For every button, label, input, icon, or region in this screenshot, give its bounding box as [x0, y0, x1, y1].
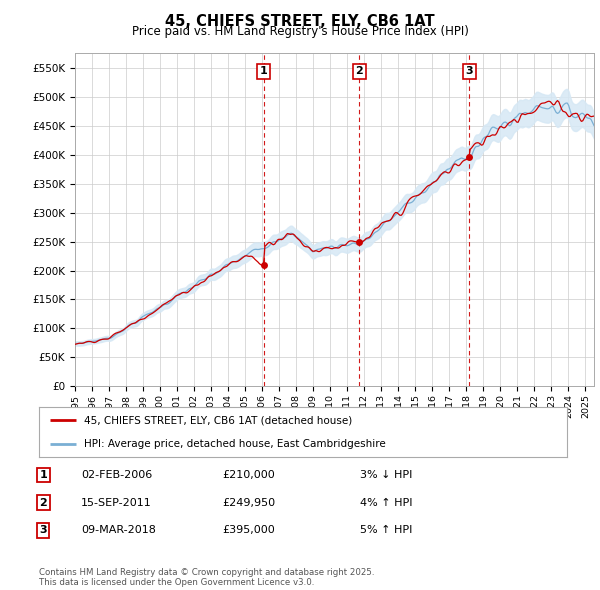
Text: Contains HM Land Registry data © Crown copyright and database right 2025.
This d: Contains HM Land Registry data © Crown c…	[39, 568, 374, 587]
Text: 5% ↑ HPI: 5% ↑ HPI	[360, 526, 412, 535]
Text: £210,000: £210,000	[222, 470, 275, 480]
Text: 3: 3	[40, 526, 47, 535]
Text: £395,000: £395,000	[222, 526, 275, 535]
Text: HPI: Average price, detached house, East Cambridgeshire: HPI: Average price, detached house, East…	[84, 439, 386, 449]
Text: 4% ↑ HPI: 4% ↑ HPI	[360, 498, 413, 507]
Text: Price paid vs. HM Land Registry's House Price Index (HPI): Price paid vs. HM Land Registry's House …	[131, 25, 469, 38]
Text: 45, CHIEFS STREET, ELY, CB6 1AT: 45, CHIEFS STREET, ELY, CB6 1AT	[165, 14, 435, 28]
Text: 2: 2	[40, 498, 47, 507]
Text: 09-MAR-2018: 09-MAR-2018	[81, 526, 156, 535]
Text: 2: 2	[355, 67, 363, 77]
Text: £249,950: £249,950	[222, 498, 275, 507]
Text: 45, CHIEFS STREET, ELY, CB6 1AT (detached house): 45, CHIEFS STREET, ELY, CB6 1AT (detache…	[84, 415, 352, 425]
Text: 3% ↓ HPI: 3% ↓ HPI	[360, 470, 412, 480]
Text: 02-FEB-2006: 02-FEB-2006	[81, 470, 152, 480]
Text: 15-SEP-2011: 15-SEP-2011	[81, 498, 152, 507]
Text: 1: 1	[260, 67, 268, 77]
Text: 1: 1	[40, 470, 47, 480]
Text: 3: 3	[466, 67, 473, 77]
